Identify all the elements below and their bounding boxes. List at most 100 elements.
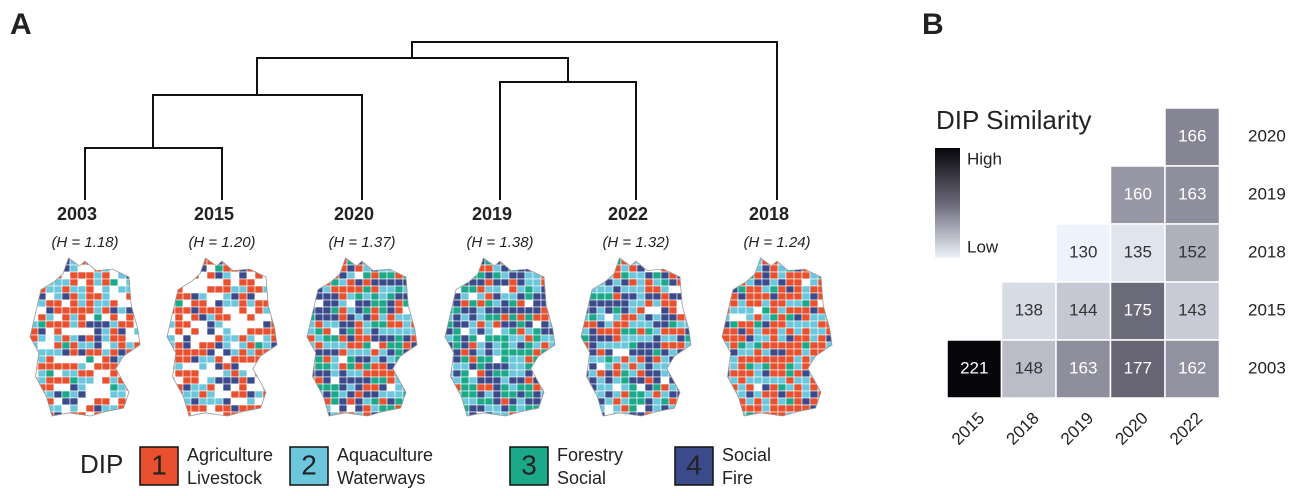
- map-region: [206, 306, 216, 315]
- map-region: [500, 397, 510, 406]
- map-region: [620, 285, 630, 294]
- map-region: [769, 397, 779, 406]
- map-region: [508, 306, 518, 315]
- map-region: [354, 292, 364, 301]
- map-region: [133, 369, 140, 378]
- map-region: [330, 369, 340, 378]
- map-region: [620, 292, 630, 301]
- map-region: [190, 376, 200, 385]
- map-region: [793, 285, 803, 294]
- map-region: [817, 383, 827, 392]
- map-region: [37, 264, 47, 273]
- map-region: [484, 376, 494, 385]
- map-region: [445, 341, 454, 350]
- map-region: [238, 362, 248, 371]
- map-region: [370, 264, 380, 273]
- map-region: [69, 271, 79, 280]
- map-region: [378, 258, 388, 266]
- map-region: [230, 383, 240, 392]
- map-region: [77, 285, 87, 294]
- map-region: [452, 411, 462, 416]
- map-region: [668, 362, 678, 371]
- map-region: [588, 404, 598, 413]
- map-region: [53, 299, 63, 308]
- map-region: [801, 376, 811, 385]
- map-region: [410, 376, 417, 385]
- map-region: [394, 334, 404, 343]
- map-region: [53, 404, 63, 413]
- map-region: [262, 258, 272, 266]
- map-region: [793, 390, 803, 399]
- map-region: [402, 258, 412, 266]
- map-region: [476, 306, 486, 315]
- map-region: [793, 369, 803, 378]
- map-region: [753, 362, 763, 371]
- map-region: [809, 341, 819, 350]
- legend-label: Social: [722, 445, 771, 465]
- map-region: [684, 369, 691, 378]
- map-region: [270, 404, 277, 413]
- map-region: [394, 355, 404, 364]
- map-region: [167, 383, 176, 392]
- map-region: [548, 397, 555, 406]
- map-region: [492, 348, 502, 357]
- map-region: [307, 341, 316, 350]
- map-region: [508, 390, 518, 399]
- map-region: [628, 355, 638, 364]
- map-region: [604, 306, 614, 315]
- map-region: [37, 327, 47, 336]
- map-region: [206, 390, 216, 399]
- map-region: [620, 306, 630, 315]
- map-region: [133, 285, 140, 294]
- map-region: [394, 341, 404, 350]
- map-region: [652, 327, 662, 336]
- map-region: [676, 327, 686, 336]
- map-region: [644, 320, 654, 329]
- map-region: [445, 292, 454, 301]
- map-region: [307, 285, 316, 294]
- map-region: [61, 278, 71, 287]
- map-region: [93, 271, 103, 280]
- map-region: [125, 341, 135, 350]
- map-region: [445, 411, 454, 416]
- map-region: [793, 383, 803, 392]
- map-region: [370, 362, 380, 371]
- legend-high: High: [967, 149, 1002, 168]
- map-region: [581, 411, 590, 416]
- map-region: [684, 292, 691, 301]
- map-region: [206, 320, 216, 329]
- map-region: [596, 271, 606, 280]
- map-region: [500, 264, 510, 273]
- map-region: [745, 369, 755, 378]
- map-region: [402, 369, 412, 378]
- map-region: [508, 258, 518, 266]
- map-region: [378, 285, 388, 294]
- map-region: [604, 376, 614, 385]
- map-region: [174, 299, 184, 308]
- map-region: [492, 404, 502, 413]
- map-region: [737, 292, 747, 301]
- map-region: [174, 327, 184, 336]
- map-region: [410, 404, 417, 413]
- map-region: [93, 355, 103, 364]
- map-region: [524, 348, 534, 357]
- map-region: [230, 264, 240, 273]
- map-region: [214, 306, 224, 315]
- map-region: [548, 292, 555, 301]
- map-region: [222, 313, 232, 322]
- map-region: [785, 383, 795, 392]
- map-region: [109, 397, 119, 406]
- map-region: [581, 397, 590, 406]
- map-region: [508, 383, 518, 392]
- map-region: [785, 362, 795, 371]
- col-label: 2015: [948, 409, 988, 449]
- map-region: [101, 369, 111, 378]
- map-region: [101, 299, 111, 308]
- map-region: [69, 376, 79, 385]
- map-region: [620, 369, 630, 378]
- map-region: [262, 383, 272, 392]
- map-region: [644, 292, 654, 301]
- map-region: [620, 383, 630, 392]
- map-region: [222, 271, 232, 280]
- map-region: [262, 369, 272, 378]
